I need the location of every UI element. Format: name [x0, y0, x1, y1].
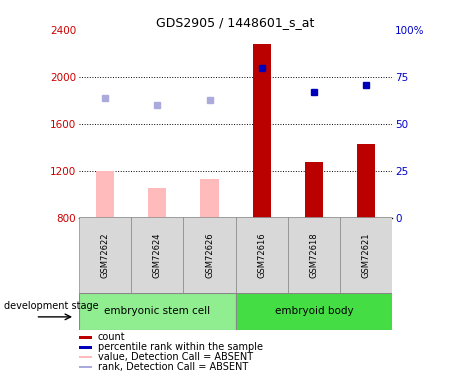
Bar [236, 217, 288, 292]
Text: value, Detection Call = ABSENT: value, Detection Call = ABSENT [98, 352, 253, 362]
Bar [79, 292, 236, 330]
Bar [148, 188, 166, 218]
Bar [340, 217, 392, 292]
Text: GSM72621: GSM72621 [362, 232, 371, 278]
Text: percentile rank within the sample: percentile rank within the sample [98, 342, 263, 352]
Bar [357, 144, 375, 218]
Bar [79, 217, 131, 292]
Bar [79, 346, 92, 349]
Bar [131, 217, 184, 292]
Bar [184, 217, 236, 292]
Text: embryonic stem cell: embryonic stem cell [104, 306, 210, 316]
Bar [253, 44, 271, 218]
Bar [79, 336, 92, 339]
Title: GDS2905 / 1448601_s_at: GDS2905 / 1448601_s_at [156, 16, 315, 29]
Bar [96, 171, 114, 217]
Bar [79, 366, 92, 368]
Text: GSM72626: GSM72626 [205, 232, 214, 278]
Text: GSM72622: GSM72622 [101, 232, 110, 278]
Text: embryoid body: embryoid body [275, 306, 353, 316]
Bar [305, 162, 323, 218]
Text: GSM72616: GSM72616 [257, 232, 266, 278]
Bar [288, 217, 340, 292]
Bar [79, 356, 92, 358]
Bar [200, 179, 219, 218]
Bar [236, 292, 392, 330]
Text: rank, Detection Call = ABSENT: rank, Detection Call = ABSENT [98, 362, 248, 372]
Text: development stage: development stage [4, 301, 99, 310]
Text: count: count [98, 332, 125, 342]
Text: GSM72618: GSM72618 [309, 232, 318, 278]
Text: GSM72624: GSM72624 [153, 232, 162, 278]
